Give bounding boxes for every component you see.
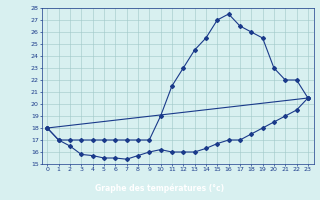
Text: Graphe des températures (°c): Graphe des températures (°c) [95,183,225,193]
